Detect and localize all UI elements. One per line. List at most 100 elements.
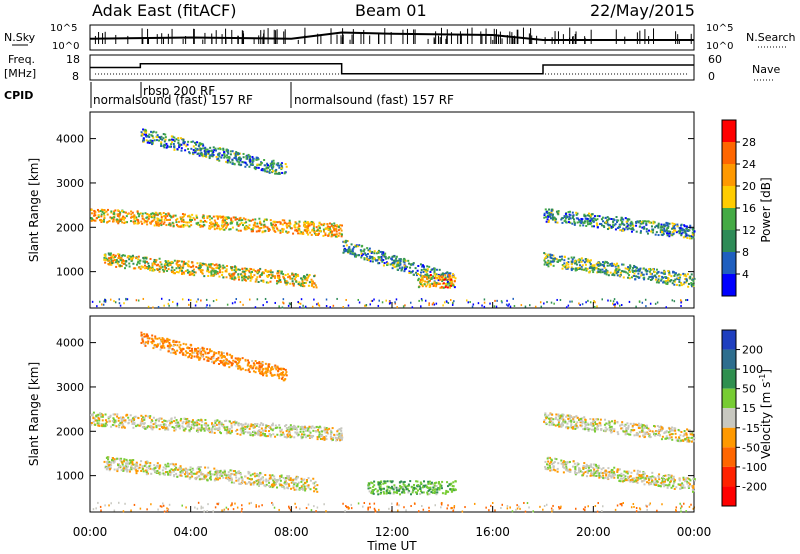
nsky-trace [89,27,694,44]
power-cell [673,271,676,274]
power-noise-cell [345,298,347,301]
velocity-cell [161,421,164,424]
velocity-cell [280,475,283,478]
power-cell [236,223,239,226]
power-cell [161,138,164,141]
velocity-cell [199,428,202,431]
power-cell [343,240,346,243]
velocity-cell [252,481,255,484]
power-noise-cell [596,305,598,308]
velocity-cell [201,349,204,352]
power-cell [546,214,549,217]
power-noise-cell [420,305,422,308]
power-cell [172,224,175,227]
power-cell [210,150,213,153]
velocity-cell [282,477,285,480]
velocity-cell [168,346,171,349]
power-cell [371,260,374,263]
power-noise-cell [594,301,596,304]
power-cell [445,272,448,275]
velocity-cell [182,342,185,345]
velocity-cell [296,431,299,434]
power-cell [420,278,423,281]
power-cell [115,265,118,268]
velocity-cell [155,345,158,348]
velocity-cell [277,369,280,372]
power-cell [191,261,194,264]
power-cell [545,256,548,259]
power-cell [184,213,187,216]
power-cell [213,149,216,152]
power-cell [584,214,587,217]
power-cell [287,231,290,234]
velocity-cell [286,486,289,489]
power-cell [302,232,305,235]
power-cell [543,216,546,219]
power-cell [162,222,165,225]
power-cell [264,270,267,273]
power-cell [225,276,228,279]
power-cell [215,263,218,266]
velocity-cell [285,424,288,427]
power-cell [589,216,592,219]
velocity-cell [272,479,275,482]
velocity-cell [132,426,135,429]
power-cell [309,231,312,234]
velocity-cell [318,433,321,436]
velocity-cell [300,485,303,488]
power-cell [544,253,547,256]
velocity-cell [169,351,172,354]
velocity-cell [134,463,137,466]
velocity-cell [250,423,253,426]
velocity-cell [90,422,93,425]
power-cell [172,272,175,275]
power-cell [643,278,646,281]
power-cell [685,232,688,235]
velocity-cell [117,419,120,422]
velocity-cell [292,428,295,431]
power-cell [203,275,206,278]
power-cell [388,256,391,259]
power-cell [649,272,652,275]
power-cell [310,278,313,281]
power-cell [130,210,133,213]
power-cell [651,231,654,234]
power-cell [307,229,310,232]
velocity-cell [286,475,289,478]
power-cell [660,223,663,226]
power-cell [237,163,240,166]
power-cell [204,148,207,151]
power-cell [292,275,295,278]
velocity-cell [269,372,272,375]
velocity-cell [170,417,173,420]
power-cell [150,220,153,223]
power-noise-cell [304,305,307,308]
power-cell [344,241,347,244]
power-cell [244,218,247,221]
power-cell [554,221,557,224]
velocity-cell [287,477,290,480]
power-cell [642,267,645,270]
power-cell [123,254,126,257]
power-cell [165,261,168,264]
power-noise-cell [613,303,615,306]
power-cell [250,228,253,231]
power-cell [419,280,422,283]
velocity-cell [241,367,244,370]
power-cell [128,265,131,268]
power-cell [263,168,266,171]
power-cell [113,213,116,216]
power-cell [93,219,96,222]
power-cell [251,276,254,279]
velocity-cell [288,429,291,432]
velocity-cell [289,433,292,436]
velocity-cell [196,471,199,474]
velocity-cell [150,418,153,421]
power-cell [338,232,341,235]
power-cell [151,219,154,222]
velocity-cell [193,424,196,427]
power-cell [291,282,294,285]
velocity-cell [190,472,193,475]
power-cell [174,214,177,217]
power-cell [244,225,247,228]
